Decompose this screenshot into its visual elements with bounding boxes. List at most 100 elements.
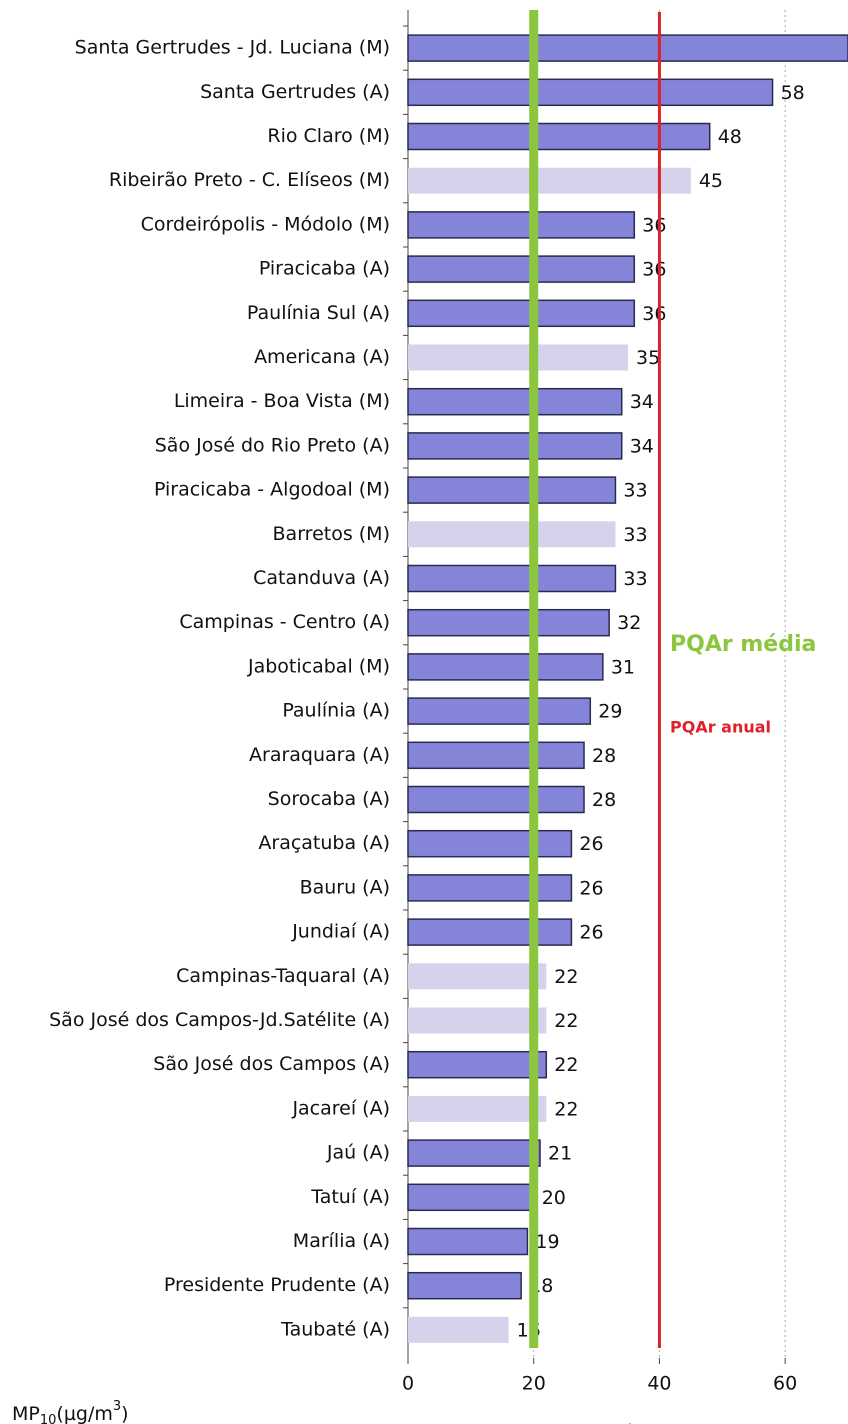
value-label: 20 [542,1187,566,1209]
bar [407,697,592,725]
value-label: 48 [718,126,742,148]
bar [408,1316,509,1343]
bar [407,1050,548,1079]
bar [407,34,848,62]
y-tick-label: Jundiaí (A) [291,921,390,943]
x-axis-label-part: MP [12,1403,40,1424]
value-label: 26 [579,833,603,855]
y-tick-label: Paulínia (A) [282,700,390,722]
x-axis-label-part: 3 [113,1399,121,1414]
y-tick-label: Barretos (M) [273,523,390,545]
y-tick-label: Piracicaba (A) [259,258,390,280]
value-label: 32 [617,612,641,634]
y-tick-label: Rio Claro (M) [267,125,390,147]
y-tick-label: Paulínia Sul (A) [247,302,390,324]
y-tick-label: Americana (A) [254,346,390,368]
y-tick-label: São José dos Campos (A) [153,1053,390,1075]
y-tick-label: Campinas-Taquaral (A) [176,965,390,987]
y-tick-label: Araraquara (A) [249,744,390,766]
y-tick-label: Santa Gertrudes (A) [200,81,390,103]
bar [407,122,711,151]
x-tick-label: 40 [647,1373,671,1395]
value-label: 34 [630,391,654,413]
bar [407,387,623,416]
y-tick-label: Jaboticabal (M) [247,655,390,677]
value-label: 21 [548,1143,572,1165]
value-label: 36 [642,214,666,236]
y-tick-label: Santa Gertrudes - Jd. Luciana (M) [75,37,390,59]
bar [408,1007,547,1034]
y-tick-label: Jaú (A) [326,1142,390,1164]
value-label: 22 [554,1010,578,1032]
value-label: 22 [554,966,578,988]
bar [407,1139,541,1167]
bar [407,608,610,637]
value-label: 28 [592,745,616,767]
bar [407,476,617,504]
bar [407,1183,535,1212]
x-axis-label: MP10(µg/m3) [12,1399,129,1424]
value-label: 33 [623,524,647,546]
y-tick-label: Marília (A) [293,1230,390,1252]
bar [407,785,585,814]
y-tick-label: São José do Rio Preto (A) [155,434,390,456]
bar [407,874,573,902]
y-tick-label: Taubaté (A) [280,1318,390,1340]
x-axis-label-part: ) [121,1403,128,1424]
reference-label: PQAr média [670,632,816,657]
y-tick-label: Sorocaba (A) [268,788,390,810]
x-tick-label: 20 [522,1373,546,1395]
bar [408,521,616,548]
y-tick-label: Bauru (A) [300,876,390,898]
value-label: 22 [554,1098,578,1120]
y-tick-label: São José dos Campos-Jd.Satélite (A) [49,1009,390,1031]
y-tick-label: Catanduva (A) [253,567,390,589]
y-tick-label: Ribeirão Preto - C. Elíseos (M) [109,169,390,191]
y-tick-label: Tatuí (A) [310,1186,390,1208]
bar [407,255,636,283]
bar [408,1095,547,1122]
x-tick-label: 60 [773,1373,797,1395]
value-label: 28 [592,789,616,811]
bar [408,167,691,194]
y-tick-label: Presidente Prudente (A) [164,1274,390,1296]
bar [407,1271,522,1300]
bar [407,829,573,858]
bar [408,963,547,990]
value-label: 34 [630,435,654,457]
value-label: 35 [636,347,660,369]
value-label: 19 [535,1231,559,1253]
x-axis-label-part: (µg/m [56,1403,112,1424]
value-label: 33 [623,480,647,502]
x-axis-label-part: 10 [40,1413,57,1424]
y-tick-label: Araçatuba (A) [258,832,390,854]
bar [407,564,617,593]
y-tick-label: Campinas - Centro (A) [179,611,390,633]
bar [407,78,774,107]
value-label: 26 [579,922,603,944]
bar [407,211,636,239]
y-tick-label: Jacareí (A) [291,1097,390,1119]
bar [408,344,628,371]
value-label: 36 [642,303,666,325]
value-label: 29 [598,701,622,723]
value-label: 26 [579,877,603,899]
bar [407,1227,529,1256]
value-label: 33 [623,568,647,590]
bar [407,432,623,460]
y-tick-label: Limeira - Boa Vista (M) [174,390,390,412]
y-tick-label: Cordeirópolis - Módolo (M) [141,213,390,235]
value-label: 31 [611,656,635,678]
bar [407,741,585,770]
value-label: 58 [781,82,805,104]
legend-label: Monitoramento sem representatividade anu… [594,1421,848,1424]
x-tick-label: 0 [402,1373,414,1395]
reference-label: PQAr anual [670,718,771,737]
y-tick-label: Piracicaba - Algodoal (M) [154,479,390,501]
bar [407,653,604,681]
value-label: 22 [554,1054,578,1076]
bar [407,918,573,946]
bar [407,299,636,328]
value-label: 45 [699,170,723,192]
